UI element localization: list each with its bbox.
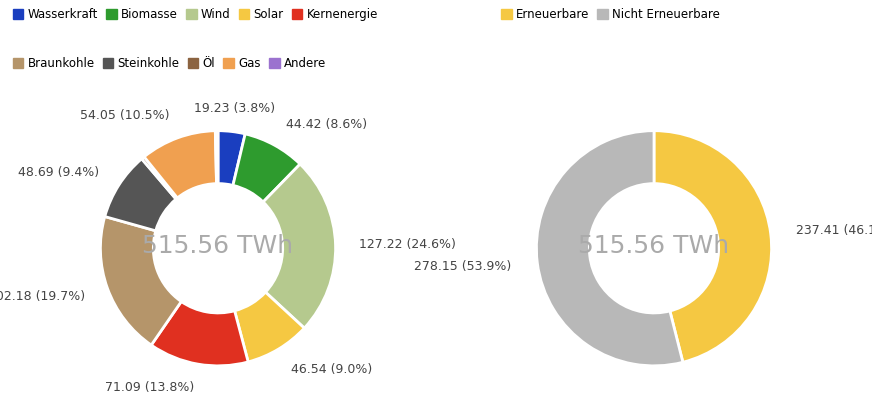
- Wedge shape: [654, 131, 772, 362]
- Text: 237.41 (46.1%): 237.41 (46.1%): [796, 224, 872, 237]
- Text: 127.22 (24.6%): 127.22 (24.6%): [359, 238, 456, 251]
- Wedge shape: [235, 292, 304, 362]
- Text: 515.56 TWh: 515.56 TWh: [142, 234, 294, 258]
- Text: 515.56 TWh: 515.56 TWh: [578, 234, 730, 258]
- Text: 44.42 (8.6%): 44.42 (8.6%): [286, 118, 367, 131]
- Text: 48.69 (9.4%): 48.69 (9.4%): [18, 166, 99, 179]
- Wedge shape: [536, 131, 683, 366]
- Wedge shape: [218, 131, 245, 185]
- Text: 46.54 (9.0%): 46.54 (9.0%): [290, 363, 372, 376]
- Wedge shape: [144, 131, 216, 198]
- Wedge shape: [233, 134, 300, 202]
- Wedge shape: [105, 159, 176, 231]
- Wedge shape: [141, 157, 177, 199]
- Text: 278.15 (53.9%): 278.15 (53.9%): [414, 260, 512, 273]
- Wedge shape: [100, 217, 181, 345]
- Wedge shape: [263, 164, 336, 328]
- Wedge shape: [151, 302, 249, 366]
- Legend: Braunkohle, Steinkohle, Öl, Gas, Andere: Braunkohle, Steinkohle, Öl, Gas, Andere: [10, 55, 329, 72]
- Text: 102.18 (19.7%): 102.18 (19.7%): [0, 290, 85, 303]
- Text: 19.23 (3.8%): 19.23 (3.8%): [194, 102, 275, 115]
- Legend: Wasserkraft, Biomasse, Wind, Solar, Kernenergie: Wasserkraft, Biomasse, Wind, Solar, Kern…: [10, 6, 380, 24]
- Legend: Erneuerbare, Nicht Erneuerbare: Erneuerbare, Nicht Erneuerbare: [499, 6, 722, 24]
- Wedge shape: [215, 131, 218, 184]
- Text: 54.05 (10.5%): 54.05 (10.5%): [80, 109, 169, 122]
- Text: 71.09 (13.8%): 71.09 (13.8%): [105, 381, 194, 394]
